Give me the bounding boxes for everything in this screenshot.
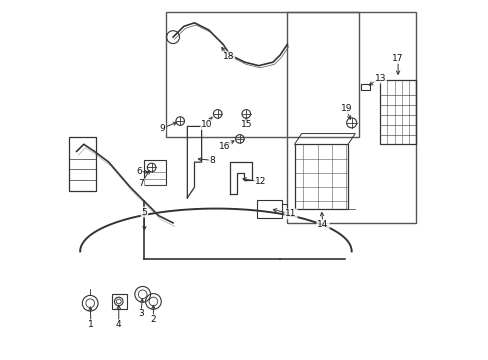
Text: 12: 12 [254,177,266,186]
Text: 17: 17 [391,54,403,63]
Bar [112,294,126,309]
Text: 18: 18 [222,52,234,61]
Text: 11: 11 [285,210,296,219]
Text: 16: 16 [219,141,230,150]
Text: 14: 14 [317,220,328,229]
Text: 9: 9 [159,124,165,133]
Bar [257,200,282,217]
Text: 10: 10 [201,120,212,129]
Bar [287,12,415,223]
Text: 4: 4 [116,320,122,329]
Text: 2: 2 [150,315,156,324]
Text: 1: 1 [88,320,94,329]
Bar [282,204,287,214]
Text: 15: 15 [240,120,251,129]
Text: 19: 19 [340,104,351,113]
Text: 8: 8 [209,156,215,165]
Bar [144,160,165,185]
Text: 6: 6 [136,167,142,176]
Bar [69,137,96,191]
Bar [361,84,370,90]
Bar [294,144,347,208]
Bar [380,80,415,144]
Text: 3: 3 [138,310,143,319]
Text: 13: 13 [374,74,385,83]
Text: 5: 5 [142,208,147,217]
Text: 7: 7 [138,179,143,188]
Bar [165,12,358,137]
